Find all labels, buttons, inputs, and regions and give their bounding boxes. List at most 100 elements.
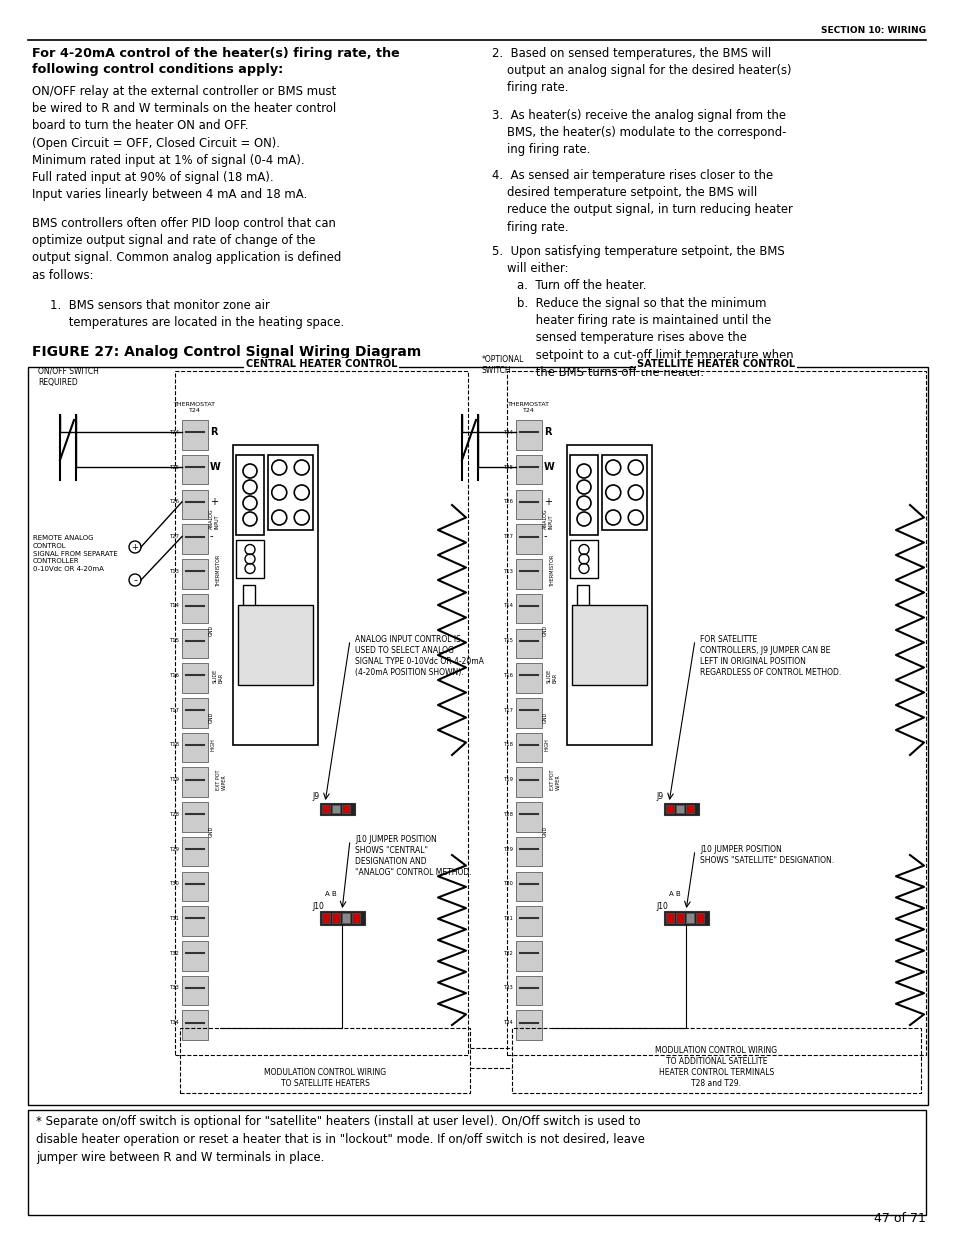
Bar xyxy=(601,454,646,530)
Bar xyxy=(182,525,208,553)
Bar xyxy=(516,803,541,831)
Bar xyxy=(663,803,699,815)
Text: CENTRAL HEATER CONTROL: CENTRAL HEATER CONTROL xyxy=(246,359,396,369)
Text: GND: GND xyxy=(209,625,213,636)
Bar xyxy=(28,367,927,1105)
Text: ANALOG
INPUT: ANALOG INPUT xyxy=(209,509,219,530)
Bar xyxy=(516,941,541,971)
Text: SECTION 10: WIRING: SECTION 10: WIRING xyxy=(821,26,925,35)
Text: J10: J10 xyxy=(656,902,667,911)
Text: T29: T29 xyxy=(170,846,180,851)
Bar xyxy=(516,559,541,589)
Bar xyxy=(268,454,313,530)
Bar xyxy=(685,805,693,813)
Bar xyxy=(516,732,541,762)
Text: T14: T14 xyxy=(170,604,180,609)
Text: ANALOG
INPUT: ANALOG INPUT xyxy=(542,509,553,530)
Text: T24: T24 xyxy=(503,430,514,435)
Text: T28: T28 xyxy=(503,811,514,816)
Bar xyxy=(516,1010,541,1040)
Text: GND: GND xyxy=(542,711,547,722)
Text: HIGH: HIGH xyxy=(211,739,215,751)
Bar xyxy=(516,872,541,902)
Text: R: R xyxy=(210,427,217,437)
Text: +: + xyxy=(132,542,138,552)
Text: T31: T31 xyxy=(503,916,514,921)
Bar xyxy=(516,629,541,658)
Bar xyxy=(182,803,208,831)
Bar xyxy=(665,805,673,813)
Bar xyxy=(516,594,541,624)
Bar xyxy=(516,698,541,727)
Bar xyxy=(243,585,254,650)
Bar xyxy=(566,445,651,745)
Text: A B: A B xyxy=(668,890,680,897)
Bar xyxy=(516,525,541,553)
Bar xyxy=(332,913,339,923)
Text: T31: T31 xyxy=(170,916,180,921)
Text: SLIDE
BAR: SLIDE BAR xyxy=(546,668,557,683)
Bar xyxy=(182,629,208,658)
Text: T30: T30 xyxy=(170,882,180,887)
Bar xyxy=(237,605,313,685)
Text: *OPTIONAL
SWITCH: *OPTIONAL SWITCH xyxy=(481,354,524,375)
Text: T26: T26 xyxy=(503,499,514,504)
Bar xyxy=(182,698,208,727)
Text: T24: T24 xyxy=(170,430,180,435)
Text: 1.  BMS sensors that monitor zone air
     temperatures are located in the heati: 1. BMS sensors that monitor zone air tem… xyxy=(50,299,344,330)
Text: 47 of 71: 47 of 71 xyxy=(873,1212,925,1225)
Text: T32: T32 xyxy=(170,951,180,956)
Text: W: W xyxy=(210,462,220,472)
Text: J9: J9 xyxy=(312,792,319,802)
Bar xyxy=(235,454,264,535)
Text: T33: T33 xyxy=(504,986,514,990)
Text: b.  Reduce the signal so that the minimum
     heater firing rate is maintained : b. Reduce the signal so that the minimum… xyxy=(517,296,793,379)
Text: T30: T30 xyxy=(503,882,514,887)
Text: MODULATION CONTROL WIRING
TO SATELLITE HEATERS: MODULATION CONTROL WIRING TO SATELLITE H… xyxy=(264,1068,386,1088)
Text: T19: T19 xyxy=(170,777,180,782)
Text: T19: T19 xyxy=(503,777,514,782)
Text: -: - xyxy=(132,576,137,585)
Text: SATELLITE HEATER CONTROL: SATELLITE HEATER CONTROL xyxy=(637,359,795,369)
Bar xyxy=(685,913,693,923)
Text: THERMISTOR: THERMISTOR xyxy=(550,555,555,588)
Bar xyxy=(577,585,588,650)
Text: THERMISTOR: THERMISTOR xyxy=(215,555,221,588)
Bar xyxy=(182,872,208,902)
Text: T34: T34 xyxy=(503,1020,514,1025)
Bar xyxy=(516,767,541,797)
Bar xyxy=(182,976,208,1005)
Text: T32: T32 xyxy=(503,951,514,956)
Text: 5.  Upon satisfying temperature setpoint, the BMS
    will either:: 5. Upon satisfying temperature setpoint,… xyxy=(492,245,784,275)
Text: For 4-20mA control of the heater(s) firing rate, the: For 4-20mA control of the heater(s) firi… xyxy=(32,47,399,61)
Bar xyxy=(182,941,208,971)
Text: +: + xyxy=(210,496,218,506)
Text: J10 JUMPER POSITION
SHOWS "SATELLITE" DESIGNATION.: J10 JUMPER POSITION SHOWS "SATELLITE" DE… xyxy=(700,845,833,864)
Text: T34: T34 xyxy=(170,1020,180,1025)
Text: +: + xyxy=(543,496,552,506)
Bar xyxy=(516,420,541,450)
Bar xyxy=(516,906,541,936)
Text: GND: GND xyxy=(542,826,547,837)
Text: J10 JUMPER POSITION
SHOWS "CENTRAL"
DESIGNATION AND
"ANALOG" CONTROL METHOD.: J10 JUMPER POSITION SHOWS "CENTRAL" DESI… xyxy=(355,835,471,877)
Bar xyxy=(516,489,541,519)
Text: HIGH: HIGH xyxy=(544,739,550,751)
Bar xyxy=(572,605,646,685)
Bar xyxy=(696,913,703,923)
Text: 3.  As heater(s) receive the analog signal from the
    BMS, the heater(s) modul: 3. As heater(s) receive the analog signa… xyxy=(492,109,785,157)
Text: T16: T16 xyxy=(170,673,180,678)
Bar xyxy=(180,1028,470,1093)
Text: T29: T29 xyxy=(503,846,514,851)
Text: T26: T26 xyxy=(170,499,180,504)
Text: J10: J10 xyxy=(312,902,323,911)
Bar xyxy=(182,594,208,624)
Text: T25: T25 xyxy=(503,464,514,469)
Bar xyxy=(28,1110,925,1215)
Text: 4.  As sensed air temperature rises closer to the
    desired temperature setpoi: 4. As sensed air temperature rises close… xyxy=(492,169,792,233)
Bar xyxy=(569,540,598,578)
Bar xyxy=(663,911,708,925)
Bar xyxy=(676,913,683,923)
Text: T13: T13 xyxy=(170,569,180,574)
Bar xyxy=(182,906,208,936)
Bar xyxy=(676,805,683,813)
